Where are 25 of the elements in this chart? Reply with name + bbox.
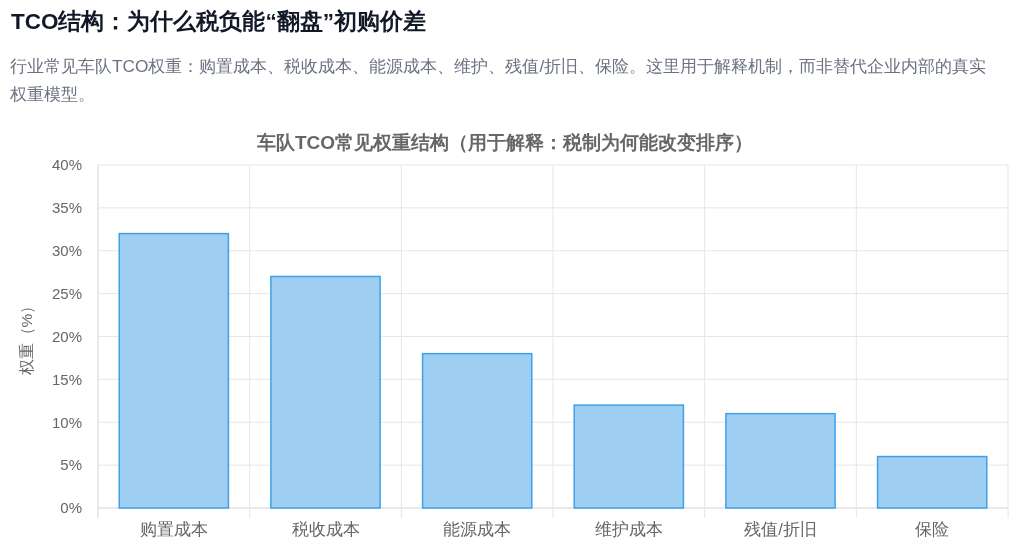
- bar: [725, 412, 836, 509]
- bar: [876, 455, 988, 509]
- y-axis-title: 权重（%）: [18, 297, 35, 377]
- x-tick-label: 残值/折旧: [744, 520, 817, 538]
- x-tick-label: 能源成本: [443, 520, 512, 538]
- x-tick-label: 保险: [915, 520, 950, 538]
- y-tick-label: 35%: [51, 199, 82, 217]
- y-tick-label: 5%: [60, 456, 82, 474]
- chart-subtitle: 行业常见车队TCO权重：购置成本、税收成本、能源成本、维护、残值/折旧、保险。这里用于解释机制，而非替代企业内部的真实权重模型。: [9, 56, 987, 104]
- y-tick-label: 10%: [51, 413, 82, 431]
- y-tick-label: 30%: [51, 242, 82, 259]
- bar: [573, 404, 685, 509]
- bar: [421, 352, 533, 509]
- x-tick-label: 维护成本: [594, 520, 663, 538]
- y-tick-label: 0%: [60, 499, 82, 517]
- text: 车队TCO常见权重结构（用于解释：税制为何能改变排序）: [255, 132, 754, 153]
- x-tick-label: 税收成本: [291, 520, 360, 538]
- y-tick-label: 40%: [51, 156, 82, 174]
- x-tick-label: 购置成本: [139, 520, 208, 538]
- y-tick-label: 20%: [51, 327, 82, 345]
- bar: [118, 232, 230, 509]
- chart-title: TCO结构：为什么税负能“翻盘”初购价差: [11, 9, 426, 34]
- y-tick-label: 15%: [51, 370, 82, 388]
- y-tick-label: 25%: [51, 284, 82, 302]
- bar: [270, 275, 381, 509]
